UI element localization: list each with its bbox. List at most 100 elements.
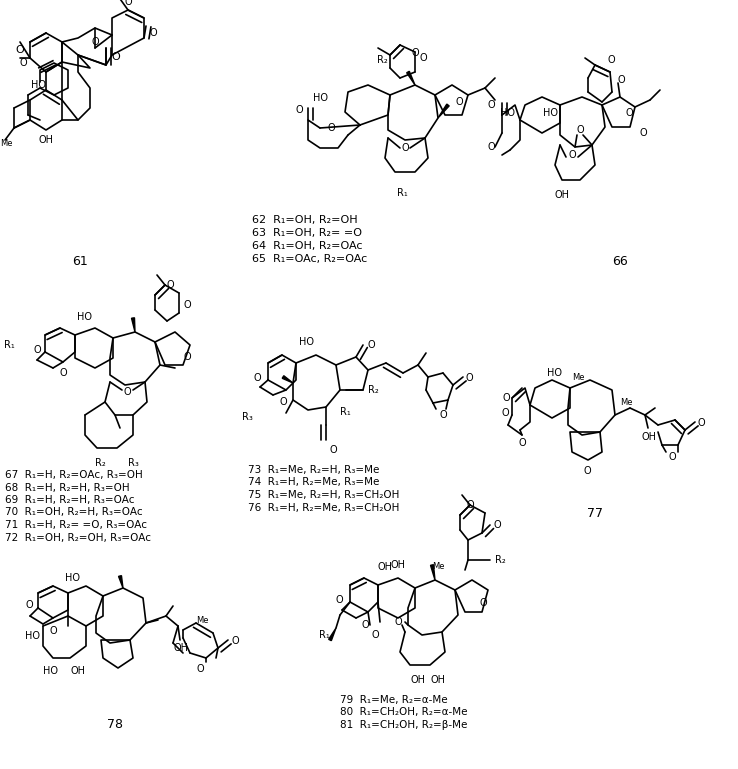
Text: R₁: R₁ (340, 407, 351, 417)
Text: HO: HO (77, 312, 92, 322)
Text: OH: OH (378, 562, 393, 572)
Text: O: O (583, 466, 591, 476)
Text: HO: HO (298, 337, 314, 347)
Text: O: O (49, 626, 57, 636)
Text: 81  R₁=CH₂OH, R₂=β-Me: 81 R₁=CH₂OH, R₂=β-Me (340, 720, 467, 730)
Text: O: O (196, 664, 204, 674)
Text: O: O (503, 393, 510, 403)
Text: O: O (608, 55, 615, 65)
Text: 62  R₁=OH, R₂=OH: 62 R₁=OH, R₂=OH (252, 215, 358, 225)
Text: HO: HO (43, 666, 58, 676)
Text: 70  R₁=OH, R₂=H, R₃=OAc: 70 R₁=OH, R₂=H, R₃=OAc (5, 508, 142, 518)
Text: R₂: R₂ (368, 385, 379, 395)
Text: O: O (439, 410, 446, 420)
Text: O: O (480, 598, 488, 608)
Polygon shape (328, 628, 336, 641)
Text: OH: OH (173, 643, 188, 653)
Text: Me: Me (432, 562, 444, 571)
Polygon shape (131, 318, 135, 332)
Text: 79  R₁=Me, R₂=α-Me: 79 R₁=Me, R₂=α-Me (340, 695, 448, 705)
Text: OH: OH (410, 675, 426, 685)
Text: O: O (183, 352, 190, 362)
Text: 77: 77 (587, 507, 603, 520)
Text: HO: HO (31, 80, 46, 90)
Text: O: O (330, 445, 337, 455)
Text: R₃: R₃ (242, 412, 253, 422)
Text: 61: 61 (72, 255, 88, 268)
Text: O: O (576, 125, 584, 135)
Text: O: O (123, 387, 131, 397)
Text: 68  R₁=H, R₂=H, R₃=OH: 68 R₁=H, R₂=H, R₃=OH (5, 482, 130, 492)
Text: 69  R₁=H, R₂=H, R₃=OAc: 69 R₁=H, R₂=H, R₃=OAc (5, 495, 134, 505)
Text: O: O (19, 58, 27, 68)
Text: O: O (618, 75, 626, 85)
Text: 76  R₁=H, R₂=Me, R₃=CH₂OH: 76 R₁=H, R₂=Me, R₃=CH₂OH (248, 502, 399, 512)
Text: O: O (368, 340, 376, 350)
Text: O: O (183, 300, 190, 310)
Text: O: O (149, 28, 156, 38)
Text: O: O (487, 100, 495, 110)
Text: O: O (336, 595, 344, 605)
Text: O: O (625, 108, 632, 118)
Text: HO: HO (25, 631, 40, 641)
Text: 63  R₁=OH, R₂= =O: 63 R₁=OH, R₂= =O (252, 228, 362, 238)
Text: 73  R₁=Me, R₂=H, R₃=Me: 73 R₁=Me, R₂=H, R₃=Me (248, 465, 379, 475)
Text: Me: Me (572, 374, 584, 382)
Text: 72  R₁=OH, R₂=OH, R₃=OAc: 72 R₁=OH, R₂=OH, R₃=OAc (5, 532, 151, 542)
Text: O: O (668, 452, 676, 462)
Text: O: O (166, 280, 174, 290)
Text: Me: Me (196, 616, 209, 625)
Text: 65  R₁=OAc, R₂=OAc: 65 R₁=OAc, R₂=OAc (252, 254, 368, 264)
Text: R₃: R₃ (128, 458, 139, 468)
Text: R₁: R₁ (4, 340, 15, 350)
Text: R₂: R₂ (495, 555, 506, 565)
Text: O: O (568, 150, 576, 160)
Text: O: O (502, 408, 510, 418)
Text: OH: OH (390, 560, 405, 570)
Text: O: O (493, 520, 500, 530)
Text: R₂: R₂ (377, 55, 388, 65)
Text: HO: HO (548, 368, 562, 378)
Polygon shape (119, 576, 123, 588)
Text: O: O (328, 123, 335, 133)
Text: HO: HO (500, 108, 515, 118)
Text: O: O (371, 630, 379, 640)
Text: O: O (455, 97, 463, 107)
Text: OH: OH (554, 190, 570, 200)
Text: O: O (487, 142, 495, 152)
Text: O: O (401, 143, 409, 153)
Text: 80  R₁=CH₂OH, R₂=α-Me: 80 R₁=CH₂OH, R₂=α-Me (340, 707, 467, 717)
Text: O: O (640, 128, 648, 138)
Text: 71  R₁=H, R₂= =O, R₃=OAc: 71 R₁=H, R₂= =O, R₃=OAc (5, 520, 147, 530)
Text: O: O (124, 0, 132, 7)
Text: O: O (295, 105, 303, 115)
Text: 75  R₁=Me, R₂=H, R₃=CH₂OH: 75 R₁=Me, R₂=H, R₃=CH₂OH (248, 490, 399, 500)
Text: OH: OH (71, 666, 86, 676)
Polygon shape (407, 72, 415, 85)
Text: R₂: R₂ (94, 458, 106, 468)
Text: O: O (361, 620, 369, 630)
Text: HO: HO (66, 573, 80, 583)
Text: O: O (420, 53, 427, 63)
Text: R₁: R₁ (396, 188, 407, 198)
Text: OH: OH (642, 432, 657, 442)
Text: 64  R₁=OH, R₂=OAc: 64 R₁=OH, R₂=OAc (252, 241, 362, 251)
Text: 67  R₁=H, R₂=OAc, R₃=OH: 67 R₁=H, R₂=OAc, R₃=OH (5, 470, 142, 480)
Text: O: O (26, 600, 34, 610)
Text: Me: Me (620, 398, 632, 407)
Text: HO: HO (543, 108, 558, 118)
Text: OH: OH (38, 135, 53, 145)
Polygon shape (282, 376, 293, 383)
Text: O: O (111, 52, 120, 62)
Text: O: O (15, 45, 24, 55)
Text: O: O (33, 345, 41, 355)
Text: O: O (59, 368, 67, 378)
Text: O: O (466, 500, 474, 510)
Text: 78: 78 (107, 718, 123, 731)
Text: O: O (518, 438, 525, 448)
Text: Me: Me (0, 138, 13, 148)
Text: O: O (412, 48, 420, 58)
Text: O: O (279, 397, 287, 407)
Text: R₁: R₁ (320, 630, 330, 640)
Text: OH: OH (430, 675, 446, 685)
